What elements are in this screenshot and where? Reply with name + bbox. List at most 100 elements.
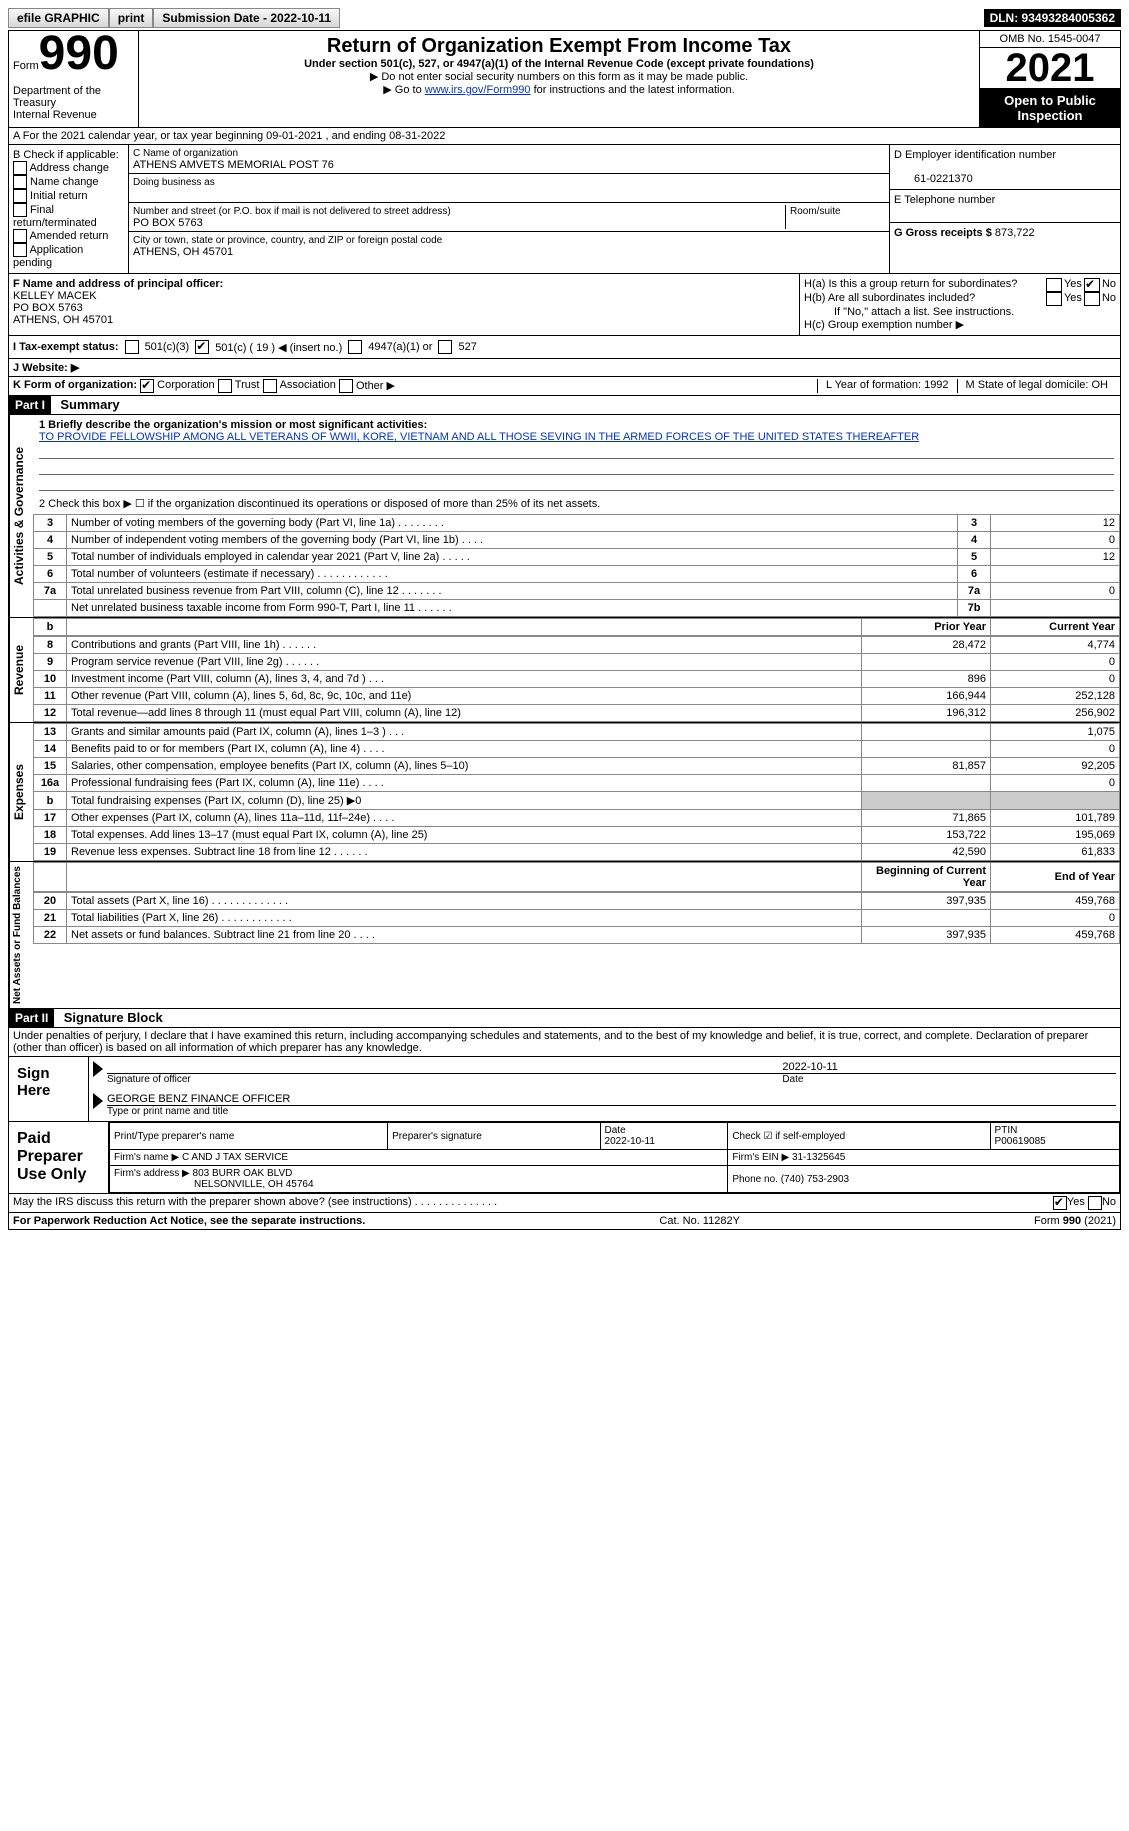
pra-notice: For Paperwork Reduction Act Notice, see … [13, 1215, 365, 1227]
trust-checkbox[interactable] [218, 379, 232, 393]
city-value: ATHENS, OH 45701 [133, 246, 233, 258]
cat-no: Cat. No. 11282Y [659, 1215, 740, 1227]
officer-printed-name: GEORGE BENZ FINANCE OFFICER [107, 1093, 1116, 1106]
city-label: City or town, state or province, country… [133, 235, 442, 246]
q1-label: 1 Briefly describe the organization's mi… [39, 419, 427, 431]
hb-yes-checkbox[interactable] [1046, 292, 1062, 306]
paid-preparer-block: Paid Preparer Use Only Print/Type prepar… [8, 1122, 1121, 1194]
part1-bar: Part I Summary [8, 396, 1121, 415]
prep-table: Print/Type preparer's name Preparer's si… [109, 1122, 1120, 1193]
form-number: 990 [39, 27, 119, 80]
4947-checkbox[interactable] [348, 340, 362, 354]
check-name-change[interactable] [13, 175, 27, 189]
officer-addr2: ATHENS, OH 45701 [13, 314, 113, 326]
other-checkbox[interactable] [339, 379, 353, 393]
sign-here-label: Sign Here [9, 1057, 89, 1121]
exp-table: 13Grants and similar amounts paid (Part … [33, 723, 1120, 861]
section-b: B Check if applicable: Address change Na… [8, 145, 1121, 274]
form-header: Form990 Department of the Treasury Inter… [8, 30, 1121, 128]
hb-note: If "No," attach a list. See instructions… [804, 306, 1116, 318]
dba-label: Doing business as [133, 177, 215, 188]
g-label: G Gross receipts $ [894, 227, 992, 239]
row-j-website: J Website: ▶ [8, 359, 1121, 377]
hc-label: H(c) Group exemption number ▶ [804, 318, 1116, 331]
form-label: Form [13, 60, 39, 72]
irs-link[interactable]: www.irs.gov/Form990 [425, 84, 531, 96]
check-address-change[interactable] [13, 161, 27, 175]
officer-addr1: PO BOX 5763 [13, 302, 83, 314]
discuss-no-checkbox[interactable] [1088, 1196, 1102, 1210]
ha-yes-checkbox[interactable] [1046, 278, 1062, 292]
addr-value: PO BOX 5763 [133, 217, 203, 229]
officer-name: KELLEY MACEK [13, 290, 97, 302]
ha-label: H(a) Is this a group return for subordin… [804, 278, 1044, 292]
ein-value: 61-0221370 [894, 173, 973, 185]
gov-rows-table: 3Number of voting members of the governi… [33, 514, 1120, 617]
m-state: M State of legal domicile: OH [957, 379, 1116, 393]
row-i-tax-status: I Tax-exempt status: 501(c)(3) 501(c) ( … [8, 336, 1121, 359]
discuss-yes-checkbox[interactable] [1053, 1196, 1067, 1210]
hb-no-checkbox[interactable] [1084, 292, 1100, 306]
sig-date: 2022-10-11 [774, 1061, 1116, 1074]
irs-label: Internal Revenue Service [13, 109, 134, 121]
q2-text: 2 Check this box ▶ ☐ if the organization… [39, 497, 1114, 510]
corp-checkbox[interactable] [140, 379, 154, 393]
col-b-org: C Name of organization ATHENS AMVETS MEM… [129, 145, 890, 273]
arrow-icon [93, 1061, 103, 1077]
d-label: D Employer identification number [894, 149, 1056, 161]
form-subtitle: Under section 501(c), 527, or 4947(a)(1)… [143, 58, 975, 70]
summary-netassets: Net Assets or Fund Balances Beginning of… [8, 862, 1121, 1009]
date-label: Date [774, 1074, 1116, 1085]
hb-label: H(b) Are all subordinates included? [804, 292, 1044, 306]
col-b-right: D Employer identification number 61-0221… [890, 145, 1120, 273]
527-checkbox[interactable] [438, 340, 452, 354]
row-k: K Form of organization: Corporation Trus… [8, 377, 1121, 396]
l-year: L Year of formation: 1992 [817, 379, 957, 393]
print-button[interactable]: print [109, 8, 154, 28]
tax-year: 2021 [980, 48, 1120, 89]
footer: For Paperwork Reduction Act Notice, see … [8, 1213, 1121, 1230]
part1-title: Summary [60, 397, 119, 412]
gross-value: 873,722 [995, 227, 1035, 239]
open-public: Open to Public Inspection [980, 89, 1120, 127]
note-link: ▶ Go to www.irs.gov/Form990 for instruct… [143, 83, 975, 96]
check-amended-return[interactable] [13, 229, 27, 243]
check-application-pending[interactable] [13, 243, 27, 257]
arrow-icon [93, 1093, 103, 1109]
summary-revenue: Revenue bPrior YearCurrent Year 8Contrib… [8, 618, 1121, 723]
part2-header: Part II [9, 1009, 54, 1027]
assoc-checkbox[interactable] [263, 379, 277, 393]
col-b-checks: B Check if applicable: Address change Na… [9, 145, 129, 273]
check-final-return-terminated[interactable] [13, 203, 27, 217]
header-mid: Return of Organization Exempt From Incom… [139, 31, 980, 127]
vlabel-gov: Activities & Governance [9, 415, 33, 617]
header-right: OMB No. 1545-0047 2021 Open to Public In… [980, 31, 1120, 127]
501c3-checkbox[interactable] [125, 340, 139, 354]
check-initial-return[interactable] [13, 189, 27, 203]
sign-here-block: Sign Here 2022-10-11 Signature of office… [8, 1057, 1121, 1122]
net-head: Beginning of Current YearEnd of Year [33, 862, 1120, 892]
part1-header: Part I [9, 396, 51, 414]
mission-link[interactable]: TO PROVIDE FELLOWSHIP AMONG ALL VETERANS… [39, 431, 919, 443]
header-left: Form990 Department of the Treasury Inter… [9, 31, 139, 127]
summary-governance: Activities & Governance 1 Briefly descri… [8, 415, 1121, 618]
rev-table: bPrior YearCurrent Year [33, 618, 1120, 636]
room-label: Room/suite [790, 206, 841, 217]
paid-prep-label: Paid Preparer Use Only [9, 1122, 109, 1193]
part2-bar: Part II Signature Block [8, 1009, 1121, 1028]
form-page: Form 990 (2021) [1034, 1215, 1116, 1227]
org-name: ATHENS AMVETS MEMORIAL POST 76 [133, 159, 334, 171]
ha-no-checkbox[interactable] [1084, 278, 1100, 292]
top-bar: efile GRAPHIC print Submission Date - 20… [8, 8, 1121, 28]
vlabel-net: Net Assets or Fund Balances [9, 862, 33, 1008]
submission-date: Submission Date - 2022-10-11 [153, 8, 340, 28]
summary-expenses: Expenses 13Grants and similar amounts pa… [8, 723, 1121, 862]
dept-label: Department of the Treasury [13, 85, 134, 109]
section-fh: F Name and address of principal officer:… [8, 274, 1121, 336]
part2-title: Signature Block [64, 1010, 163, 1025]
type-name-label: Type or print name and title [107, 1106, 1116, 1117]
501c-checkbox[interactable] [195, 340, 209, 354]
addr-label: Number and street (or P.O. box if mail i… [133, 206, 451, 217]
declaration: Under penalties of perjury, I declare th… [8, 1028, 1121, 1057]
vlabel-exp: Expenses [9, 723, 33, 861]
